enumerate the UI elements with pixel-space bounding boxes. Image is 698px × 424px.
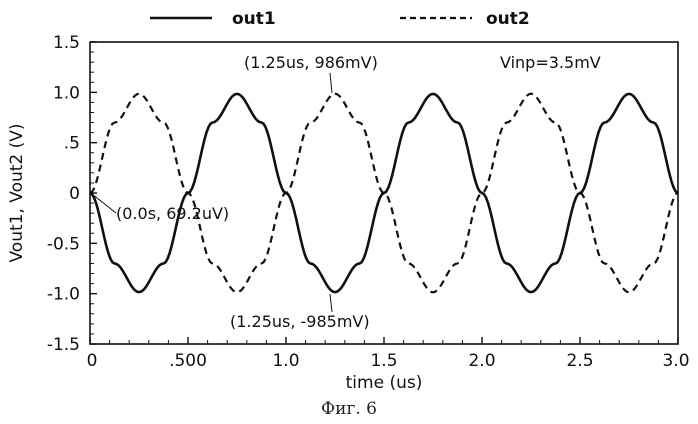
y-tick-label: 0 xyxy=(69,184,80,204)
x-tick-label: 3.0 xyxy=(662,351,689,371)
line-chart: out1 out2 0 .500 1.0 1.5 2.0 2.5 3.0 1.5 1.0 .5 0… xyxy=(0,0,698,424)
x-axis-ticks: 0 .500 1.0 1.5 2.0 2.5 3.0 xyxy=(87,337,690,371)
annotation-leader-trough xyxy=(330,294,332,312)
annotation-leader-peak xyxy=(330,73,332,93)
x-tick-label: 0 xyxy=(87,351,98,371)
y-tick-label: 1.5 xyxy=(53,33,80,53)
annotation-peak-out2: (1.25us, 986mV) xyxy=(244,53,378,72)
y-tick-label: .5 xyxy=(64,134,80,154)
x-tick-label: .500 xyxy=(169,351,207,371)
x-tick-label: 1.5 xyxy=(370,351,397,371)
x-tick-label: 2.5 xyxy=(566,351,593,371)
y-tick-label: -1.5 xyxy=(47,335,80,355)
legend: out1 out2 xyxy=(150,9,530,29)
y-tick-label: 1.0 xyxy=(53,83,80,103)
annotation-origin: (0.0s, 69.2uV) xyxy=(116,204,229,223)
x-tick-label: 1.0 xyxy=(272,351,299,371)
legend-label-out1: out1 xyxy=(232,9,276,29)
y-tick-label: -0.5 xyxy=(47,234,80,254)
x-axis-title: time (us) xyxy=(346,373,423,393)
series-line-out1 xyxy=(90,94,678,292)
legend-label-out2: out2 xyxy=(486,9,530,29)
x-tick-label: 2.0 xyxy=(468,351,495,371)
figure-caption: Фиг. 6 xyxy=(321,399,377,419)
inset-vinp-label: Vinp=3.5mV xyxy=(500,53,601,72)
y-axis-title: Vout1, Vout2 (V) xyxy=(7,123,27,262)
y-tick-label: -1.0 xyxy=(47,285,80,305)
annotation-trough-out1: (1.25us, -985mV) xyxy=(230,312,370,331)
